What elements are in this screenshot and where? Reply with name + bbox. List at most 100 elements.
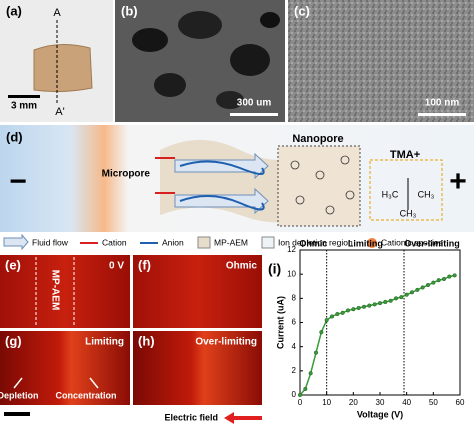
arrow [224,412,262,424]
label: Nanopore [292,133,343,145]
y-tick-label: 2 [292,366,297,375]
data-point [367,303,372,308]
data-point [377,301,383,306]
group-box [369,159,443,221]
data-point [313,350,319,355]
data-point [324,318,329,323]
label: Ohmic [226,261,258,272]
label: Micropore [102,169,151,180]
data-point [436,278,441,283]
legend-label: Cationic species [381,237,443,247]
x-tick-label: 20 [349,398,358,407]
legend-label: Cation [102,237,127,247]
data-point [420,285,425,290]
data-point [372,302,377,307]
x-tick-label: 30 [376,398,385,407]
data-point [447,274,452,279]
nanopore-zoom [277,145,361,227]
chem-label: CH₃ [400,208,417,218]
panel-label: (h) [138,333,155,348]
data-point [356,305,361,311]
y-axis-label: Current (uA) [275,296,285,349]
legend-label: Fluid flow [32,237,69,247]
panel-label: (e) [5,257,21,272]
data-point [351,307,356,312]
y-tick-label: 10 [287,269,296,278]
region-label: Ohmic [299,238,327,248]
chem-label: H₃C [382,189,399,199]
data-point [399,295,404,300]
annotation: Depletion [0,390,39,400]
panel-label: (i) [268,261,281,277]
legend-label: Anion [162,237,184,247]
scale-bar [8,95,40,98]
panel-label: (g) [5,333,22,348]
label: 0 V [109,261,124,272]
legend-label: Ion depletion region [278,237,353,247]
data-point [409,290,415,295]
sem-image [288,0,474,122]
panel-label: (d) [6,129,23,144]
x-tick-label: 10 [322,398,331,407]
electrode-sign: − [9,165,27,198]
data-point [308,371,313,376]
image [133,255,262,328]
data-point [452,273,457,278]
legend-label: MP-AEM [214,237,248,247]
label: Limiting [85,337,124,348]
chem-label: CH₃ [418,189,435,199]
region-label: Over-limiting [404,238,460,248]
data-point [335,311,340,317]
panel-label: (f) [138,257,151,272]
data-point [329,314,335,319]
data-point [303,386,308,392]
x-tick-label: 40 [402,398,411,407]
y-tick-label: 4 [292,342,297,351]
image [0,331,130,405]
label: Over-limiting [195,337,257,348]
y-tick-label: 12 [287,245,296,254]
data-point [361,304,367,309]
y-tick-label: 6 [292,318,297,327]
data-point [340,310,345,315]
label: Electric field [164,412,218,422]
panel-label: (c) [294,3,310,18]
data-point [388,298,393,303]
x-axis-label: Voltage (V) [357,409,403,419]
data-point [383,299,388,305]
scale-label: 300 um [237,98,272,109]
data-point [425,282,431,288]
scale-bar [230,113,278,116]
x-tick-label: 0 [298,398,303,407]
image [0,255,130,328]
scale-label: 100 nm [425,98,460,109]
scale-bar [418,113,466,116]
label: MP-AEM [49,270,60,311]
plot-frame [299,249,461,396]
y-tick-label: 8 [292,293,297,302]
data-point [431,280,436,285]
x-tick-label: 50 [429,398,438,407]
legend: Fluid flow Cation Anion MP-AEM Ion deple… [3,233,443,251]
panel-label: (a) [6,3,22,18]
data-point [393,296,399,301]
chart: (i) 0 2 4 6 8 10 12 0 10 20 30 40 50 60 Voltage (V) Curr… [268,238,465,419]
data-point [319,330,324,335]
data-point [441,276,447,282]
section-label: A [53,7,61,19]
scale-bar [4,412,30,416]
annotation: Concentration [55,390,116,400]
region-label: Limiting [348,238,383,248]
data-point [345,308,351,313]
label: TMA+ [390,149,420,161]
scale-label: 3 mm [11,101,37,112]
data-point [415,287,420,292]
electrode-sign: + [449,165,467,198]
image [133,331,262,405]
y-tick-label: 0 [292,390,297,399]
section-label: A' [55,106,64,118]
data-point [404,292,409,297]
x-tick-label: 60 [456,398,465,407]
panel-label: (b) [121,3,138,18]
